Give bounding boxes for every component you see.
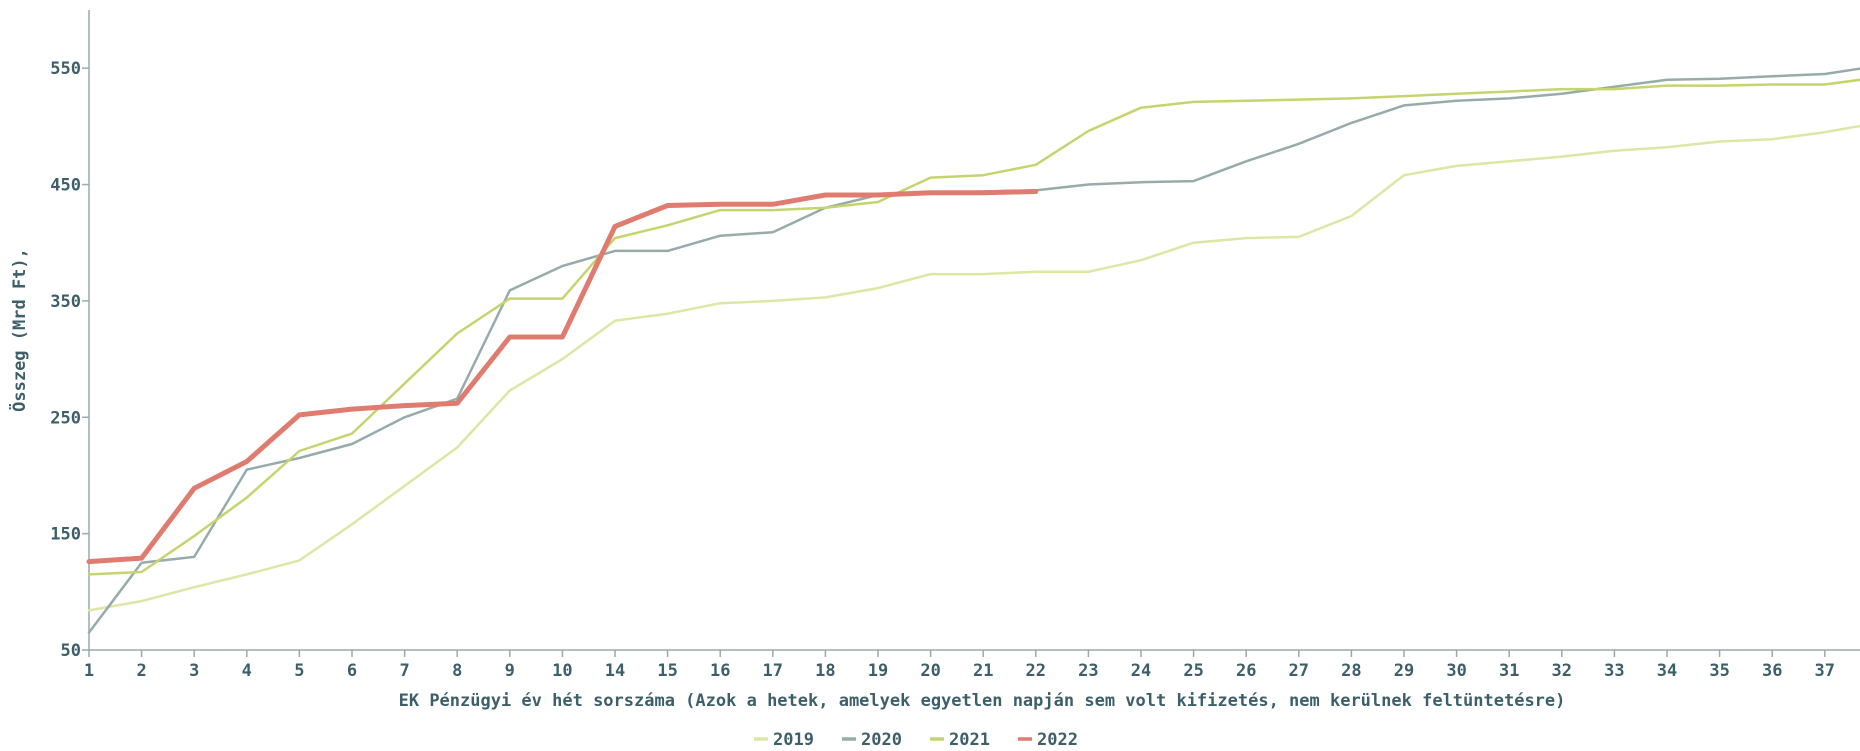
x-tick-label: 29 (1394, 661, 1414, 681)
x-axis-title: EK Pénzügyi év hét sorszáma (Azok a hete… (399, 691, 1566, 711)
x-tick-label: 17 (763, 661, 783, 681)
x-tick-label: 15 (657, 661, 677, 681)
series-line-2019 (87, 124, 1860, 612)
x-tick-label: 1 (84, 661, 94, 681)
x-tick-label: 37 (1815, 661, 1835, 681)
legend-label: 2019 (773, 730, 814, 750)
x-tick-label: 19 (868, 661, 888, 681)
y-tick-label: 50 (61, 641, 81, 661)
x-tick-label: 16 (710, 661, 730, 681)
y-tick-label: 250 (50, 408, 81, 428)
x-tick-label: 8 (452, 661, 462, 681)
x-tick-label: 27 (1289, 661, 1309, 681)
legend-item-2019[interactable]: 2019 (754, 730, 814, 750)
x-tick-label: 7 (399, 661, 409, 681)
x-tick-label: 35 (1709, 661, 1729, 681)
legend-label: 2022 (1037, 730, 1078, 750)
x-tick-label: 20 (920, 661, 940, 681)
y-tick-label: 150 (50, 525, 81, 545)
y-tick-label: 450 (50, 176, 81, 196)
series-lines (86, 67, 1860, 634)
x-tick-label: 14 (605, 661, 625, 681)
legend-item-2020[interactable]: 2020 (842, 730, 902, 750)
legend-label: 2021 (949, 730, 990, 750)
x-tick-label: 6 (347, 661, 357, 681)
x-tick-label: 36 (1762, 661, 1782, 681)
x-tick-label: 18 (815, 661, 835, 681)
x-tick-label: 4 (242, 661, 252, 681)
x-tick-label: 3 (189, 661, 199, 681)
series-line-2022 (86, 189, 1039, 565)
x-tick-label: 26 (1236, 661, 1256, 681)
legend[interactable]: 2019 2020 2021 2022 (754, 730, 1078, 750)
legend-item-2022[interactable]: 2022 (1018, 730, 1078, 750)
x-tick-label: 9 (505, 661, 515, 681)
legend-label: 2020 (861, 730, 902, 750)
legend-item-2021[interactable]: 2021 (930, 730, 990, 750)
series-line-2020 (87, 67, 1860, 634)
x-axis: 1 2 3 4 5 6 7 8 9 10 14 15 16 17 18 19 20 21 22 23 24 25 26 27 2… (84, 649, 1860, 681)
x-tick-label: 21 (973, 661, 993, 681)
x-tick-label: 5 (294, 661, 304, 681)
x-tick-label: 32 (1552, 661, 1572, 681)
x-tick-label: 28 (1341, 661, 1361, 681)
y-tick-label: 550 (50, 59, 81, 79)
x-tick-label: 22 (1026, 661, 1046, 681)
x-tick-label: 24 (1131, 661, 1151, 681)
x-tick-label: 10 (552, 661, 572, 681)
x-tick-label: 30 (1446, 661, 1466, 681)
x-tick-label: 23 (1078, 661, 1098, 681)
y-axis-title: Összeg (Mrd Ft), (8, 248, 30, 412)
x-tick-label: 2 (136, 661, 146, 681)
x-tick-label: 34 (1657, 661, 1677, 681)
x-tick-label: 33 (1604, 661, 1624, 681)
y-tick-label: 350 (50, 292, 81, 312)
series-line-2021 (87, 78, 1860, 576)
x-tick-label: 25 (1183, 661, 1203, 681)
x-tick-label: 31 (1499, 661, 1519, 681)
y-axis: 50 150 250 350 450 550 (50, 10, 90, 661)
